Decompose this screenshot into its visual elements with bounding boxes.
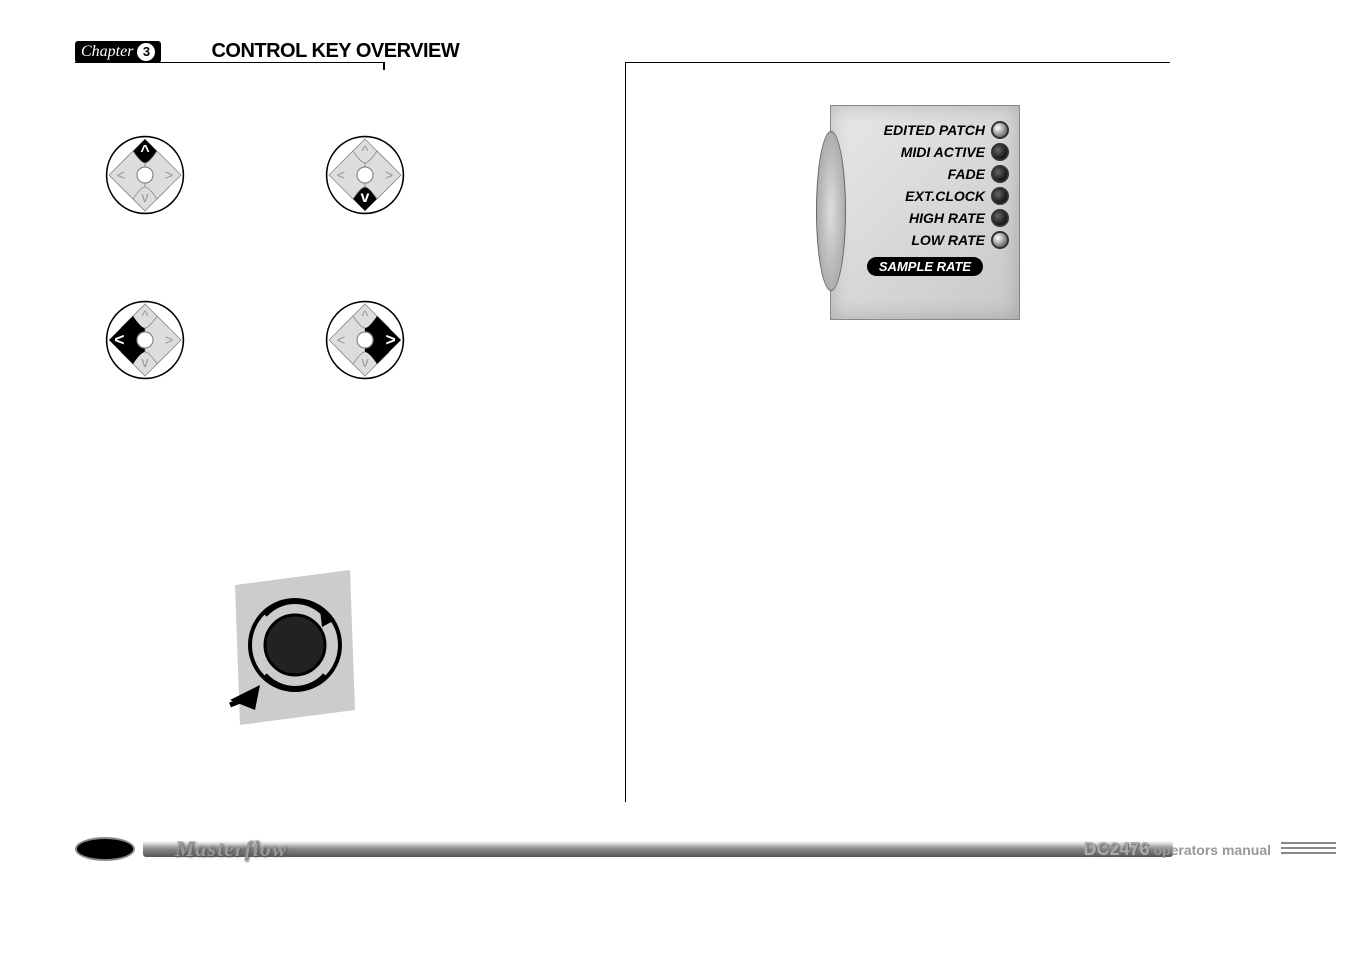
led-row-low-rate: LOW RATE	[841, 231, 1009, 249]
svg-text:<: <	[117, 168, 125, 184]
chapter-label: Chapter	[81, 43, 133, 61]
svg-text:^: ^	[140, 143, 149, 160]
chapter-number: 3	[137, 43, 155, 61]
svg-text:>: >	[165, 333, 173, 349]
sample-rate-label: SAMPLE RATE	[867, 257, 983, 276]
led-label: MIDI ACTIVE	[901, 144, 985, 160]
footer-oval-icon	[75, 837, 135, 861]
panel-knob-edge	[816, 131, 846, 291]
footer-model-number: DC2476	[1084, 839, 1150, 859]
led-indicator	[991, 231, 1009, 249]
led-panel: EDITED PATCH MIDI ACTIVE FADE EXT.CLOCK …	[830, 105, 1020, 320]
led-row-edited-patch: EDITED PATCH	[841, 121, 1009, 139]
led-label: FADE	[948, 166, 985, 182]
led-indicator	[991, 165, 1009, 183]
page-header: Chapter 3 CONTROL KEY OVERVIEW	[75, 40, 459, 63]
dpad-up: ^ v < >	[105, 135, 185, 215]
led-indicator	[991, 187, 1009, 205]
led-row-midi-active: MIDI ACTIVE	[841, 143, 1009, 161]
knob-illustration	[225, 565, 360, 730]
led-row-high-rate: HIGH RATE	[841, 209, 1009, 227]
chapter-badge: Chapter 3	[75, 41, 161, 63]
svg-text:>: >	[385, 168, 393, 184]
svg-text:>: >	[385, 330, 395, 350]
svg-text:^: ^	[362, 309, 369, 325]
svg-text:v: v	[141, 190, 149, 206]
page-footer: Masterflow DC2476 operators manual	[75, 839, 1181, 859]
page-container: Chapter 3 CONTROL KEY OVERVIEW ^ v < >	[0, 0, 1351, 954]
svg-text:v: v	[141, 355, 149, 371]
footer-manual-text: operators manual	[1154, 842, 1271, 858]
svg-text:^: ^	[362, 144, 369, 160]
led-indicator	[991, 121, 1009, 139]
svg-text:<: <	[337, 333, 345, 349]
led-indicator	[991, 209, 1009, 227]
dpad-down: ^ v < >	[325, 135, 405, 215]
dpad-right: ^ v < >	[325, 300, 405, 380]
led-label: LOW RATE	[911, 232, 985, 248]
footer-model: DC2476 operators manual	[1084, 839, 1271, 860]
led-label: EDITED PATCH	[884, 122, 985, 138]
svg-text:v: v	[361, 189, 370, 206]
led-row-ext-clock: EXT.CLOCK	[841, 187, 1009, 205]
svg-text:v: v	[361, 355, 369, 371]
svg-text:<: <	[337, 168, 345, 184]
led-label: HIGH RATE	[909, 210, 985, 226]
svg-text:>: >	[165, 168, 173, 184]
footer-lines-icon	[1281, 842, 1336, 856]
center-divider	[625, 62, 626, 802]
footer-bar	[143, 841, 1173, 857]
footer-brand: Masterflow	[175, 836, 288, 862]
svg-text:^: ^	[142, 309, 149, 325]
svg-text:<: <	[114, 330, 124, 350]
page-title: CONTROL KEY OVERVIEW	[211, 40, 459, 63]
led-indicator	[991, 143, 1009, 161]
led-row-fade: FADE	[841, 165, 1009, 183]
led-label: EXT.CLOCK	[905, 188, 985, 204]
header-right-line	[625, 62, 1170, 63]
header-corner	[383, 62, 385, 70]
header-underline	[75, 62, 385, 63]
dpad-left: ^ v < >	[105, 300, 185, 380]
